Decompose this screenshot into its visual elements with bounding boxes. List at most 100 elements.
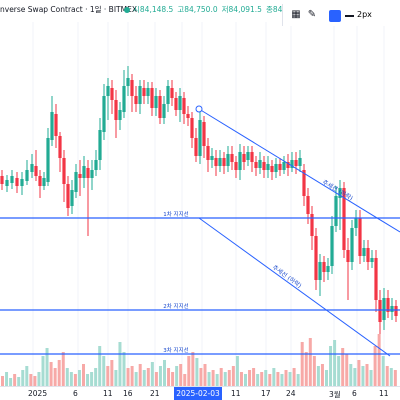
volume-bar	[199, 368, 203, 386]
volume-bar	[102, 356, 106, 386]
candle-body	[166, 86, 170, 104]
line-width-label[interactable]: 2px	[357, 10, 372, 19]
volume-bar	[73, 374, 77, 386]
pen-icon[interactable]	[319, 8, 327, 22]
volume-bar	[114, 370, 118, 386]
candle-body	[326, 266, 330, 272]
volume-bar	[195, 358, 199, 386]
candle-body	[290, 160, 294, 168]
candle-body	[10, 176, 14, 183]
volume-bar	[191, 352, 195, 386]
channel-upper-label: 추세선 (하락)	[321, 178, 354, 202]
time-axis-tick: 11	[231, 389, 241, 398]
volume-bar	[215, 374, 219, 386]
volume-bar	[25, 366, 29, 386]
candle-body	[346, 250, 350, 262]
volume-bar	[341, 348, 345, 386]
candle-body	[98, 130, 102, 160]
candle-body	[182, 98, 186, 114]
candle-body	[174, 98, 178, 110]
candle-body	[74, 172, 78, 192]
candle-body	[34, 166, 38, 176]
time-axis-tick: 21	[150, 389, 160, 398]
volume-bar	[146, 368, 150, 386]
volume-bar	[252, 368, 256, 386]
candle-body	[110, 88, 114, 100]
volume-bar	[37, 372, 41, 386]
volume-bar	[316, 366, 320, 386]
volume-bar	[21, 370, 25, 386]
volume-bar	[106, 366, 110, 386]
candle-body	[154, 96, 158, 108]
candle-body	[90, 170, 94, 178]
candle-body	[15, 178, 19, 186]
volume-bar	[49, 362, 53, 386]
candle-body	[194, 138, 198, 156]
candle-body	[254, 162, 258, 168]
volume-bar	[300, 342, 304, 386]
volume-bar	[57, 360, 61, 386]
ohlc-low: 저84,091.5	[221, 5, 262, 14]
volume-bar	[110, 360, 114, 386]
volume-bar	[373, 346, 377, 386]
candle-body	[242, 154, 246, 162]
candle-body	[142, 88, 146, 96]
volume-bar	[361, 366, 365, 386]
candle-body	[370, 258, 374, 262]
volume-bar	[393, 370, 397, 386]
volume-bar	[329, 346, 333, 386]
volume-bar	[65, 368, 69, 386]
volume-bar	[308, 338, 312, 386]
candle-body	[374, 258, 378, 300]
volume-bar	[320, 364, 324, 386]
candle-body	[314, 236, 318, 280]
support-label: 3차 지지선	[163, 346, 189, 354]
volume-bar	[69, 372, 73, 386]
brush-icon[interactable]: ✎	[307, 9, 317, 20]
volume-bar	[86, 374, 90, 386]
volume-bar	[29, 374, 33, 386]
candle-body	[230, 154, 234, 162]
support-label: 1차 지지선	[163, 210, 189, 218]
candle-body	[234, 162, 238, 170]
candle-body	[366, 248, 370, 262]
support-label: 2차 지지선	[163, 302, 189, 310]
volume-bar	[13, 374, 17, 386]
volume-bar	[268, 374, 272, 386]
volume-bar	[288, 372, 292, 386]
candle-body	[338, 188, 342, 198]
line-width-icon[interactable]	[345, 15, 354, 17]
grid-icon[interactable]: ▦	[291, 9, 301, 20]
candle-body	[278, 164, 282, 170]
time-axis[interactable]: 202561116212671117243월6112025-02-03	[0, 386, 400, 400]
volume-bar	[94, 368, 98, 386]
candle-body	[206, 146, 210, 160]
volume-bar	[183, 374, 187, 386]
candle-body	[202, 122, 206, 146]
volume-bar	[53, 368, 57, 386]
candle-body	[286, 162, 290, 168]
candle-body	[30, 164, 34, 172]
volume-bar	[312, 356, 316, 386]
channel-lower-line	[198, 217, 391, 357]
volume-bar	[296, 374, 300, 386]
candle-body	[134, 96, 138, 104]
ohlc-high: 고84,750.0	[177, 5, 218, 14]
volume-bar	[126, 368, 130, 386]
volume-bar	[389, 368, 393, 386]
candle-body	[62, 158, 66, 184]
ohlc-readout: 시84,148.5 고84,750.0 저84,091.5 종84,	[133, 4, 289, 15]
symbol-title[interactable]: nverse Swap Contract · 1일 · BITMEX	[0, 5, 137, 14]
candle-body	[0, 176, 4, 184]
candle-body	[378, 300, 382, 322]
candle-body	[310, 214, 314, 236]
candle-body	[162, 104, 166, 118]
volume-bar	[219, 368, 223, 386]
volume-bar	[353, 368, 357, 386]
color-swatch-icon[interactable]	[329, 10, 341, 22]
volume-bar	[264, 370, 268, 386]
channel-upper-line	[198, 108, 400, 233]
volume-bar	[284, 370, 288, 386]
